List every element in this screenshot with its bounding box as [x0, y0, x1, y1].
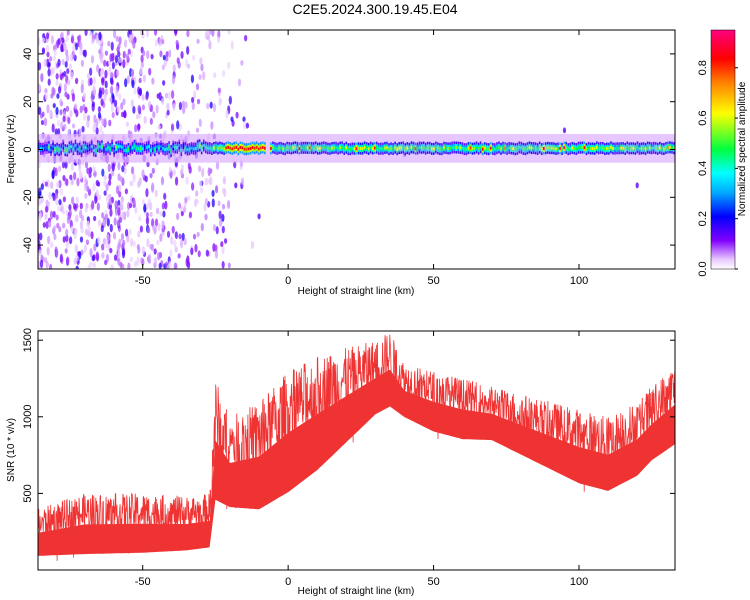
- snr-y-axis-label: SNR (10 * v/v): [6, 418, 17, 482]
- snr-frame: [37, 330, 676, 571]
- spectrogram-x-axis-label: Height of straight line (km): [298, 286, 415, 297]
- snr-plot-area: [38, 334, 675, 561]
- spectrogram-plot-area: [38, 30, 675, 269]
- colorbar: [710, 29, 736, 270]
- colorbar-label: Normalized spectral amplitude: [737, 81, 748, 216]
- x-tick-label: 0: [285, 275, 291, 287]
- y-tick-label: -40: [22, 237, 34, 253]
- y-tick-label: 1000: [22, 405, 34, 429]
- colorbar-tick-label: 0.8: [697, 60, 709, 75]
- x-tick-label: -50: [135, 275, 151, 287]
- y-tick-label: 40: [22, 48, 34, 60]
- snr-series-line: [38, 334, 675, 561]
- snr-axes: -50 0 50 100 500 1000 1500: [22, 328, 675, 588]
- x-tick-label: 50: [427, 576, 439, 588]
- x-tick-label: 100: [570, 275, 588, 287]
- x-tick-label: 100: [570, 576, 588, 588]
- y-tick-label: 20: [22, 96, 34, 108]
- colorbar-tick-label: 0.0: [697, 261, 709, 276]
- y-tick-label: -20: [22, 189, 34, 205]
- y-tick-label: 1500: [22, 328, 34, 352]
- y-tick-label: 500: [22, 484, 34, 502]
- spectrogram-y-axis-label: Frequency (Hz): [6, 115, 17, 184]
- colorbar-tick-label: 0.2: [697, 211, 709, 226]
- snr-x-axis-label: Height of straight line (km): [298, 586, 415, 597]
- x-tick-label: -50: [135, 576, 151, 588]
- colorbar-axis: 0.0 0.2 0.4 0.6 0.8: [697, 60, 738, 277]
- snr-body-fill: [38, 369, 675, 556]
- y-tick-label: 0: [22, 146, 34, 152]
- colorbar-tick-label: 0.6: [697, 110, 709, 125]
- colorbar-tick-label: 0.4: [697, 161, 709, 176]
- x-tick-label: 0: [285, 576, 291, 588]
- chart-title: C2E5.2024.300.19.45.E04: [292, 1, 458, 17]
- spectrogram-axes: -50 0 50 100 -40 -20 0 20 40: [22, 30, 675, 287]
- x-tick-label: 50: [427, 275, 439, 287]
